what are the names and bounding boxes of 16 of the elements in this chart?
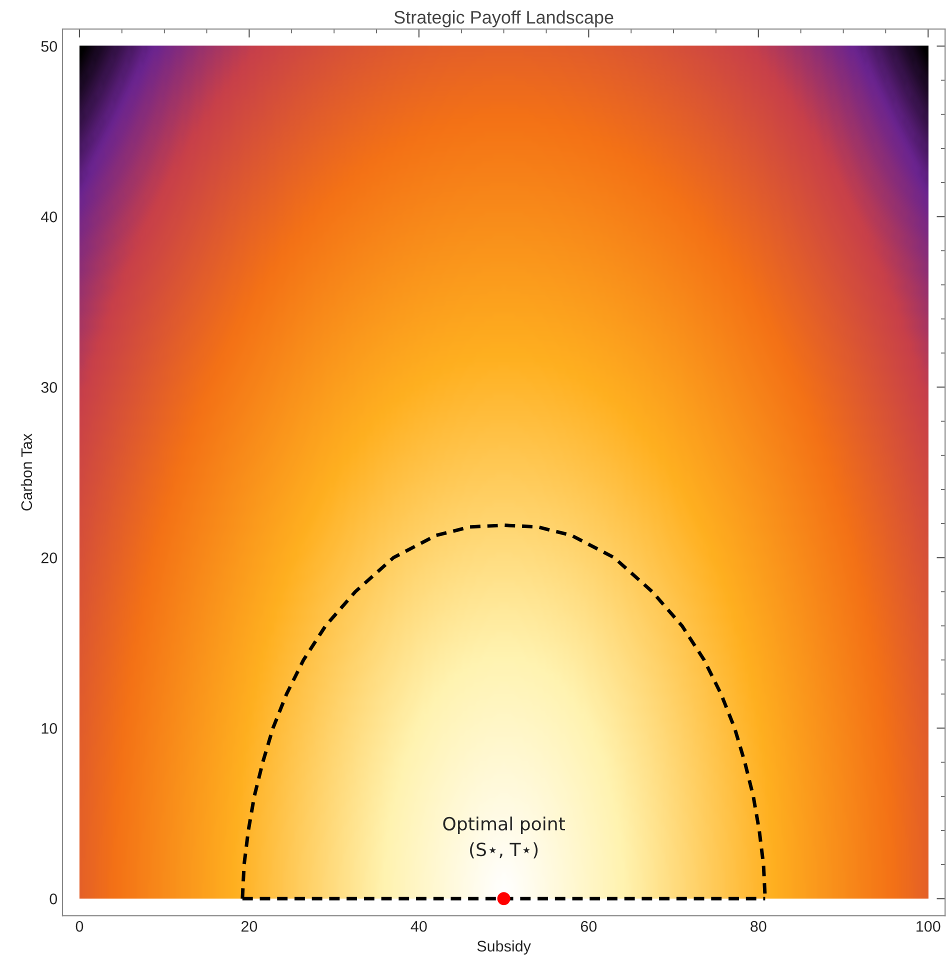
x-tick-label: 40: [410, 920, 427, 932]
y-tick-label: 50: [41, 40, 58, 52]
y-tick-label: 10: [42, 723, 58, 734]
x-tick-label: 60: [580, 920, 597, 932]
y-tick-label: 0: [50, 894, 58, 904]
annotation: Optimal point (S⋆, T⋆): [443, 816, 565, 858]
x-axis-title: Subsidy: [477, 940, 531, 955]
chart-title: Strategic Payoff Landscape: [394, 10, 614, 28]
y-tick-label: 20: [41, 552, 58, 564]
x-tick-label: 20: [241, 920, 258, 932]
y-tick-label: 40: [41, 211, 58, 222]
x-tick-label: 0: [76, 920, 84, 932]
y-axis-title: Carbon Tax: [20, 434, 32, 511]
y-tick-label: 30: [41, 382, 58, 393]
x-tick-label: 100: [916, 920, 940, 932]
x-tick-label: 80: [750, 920, 766, 932]
